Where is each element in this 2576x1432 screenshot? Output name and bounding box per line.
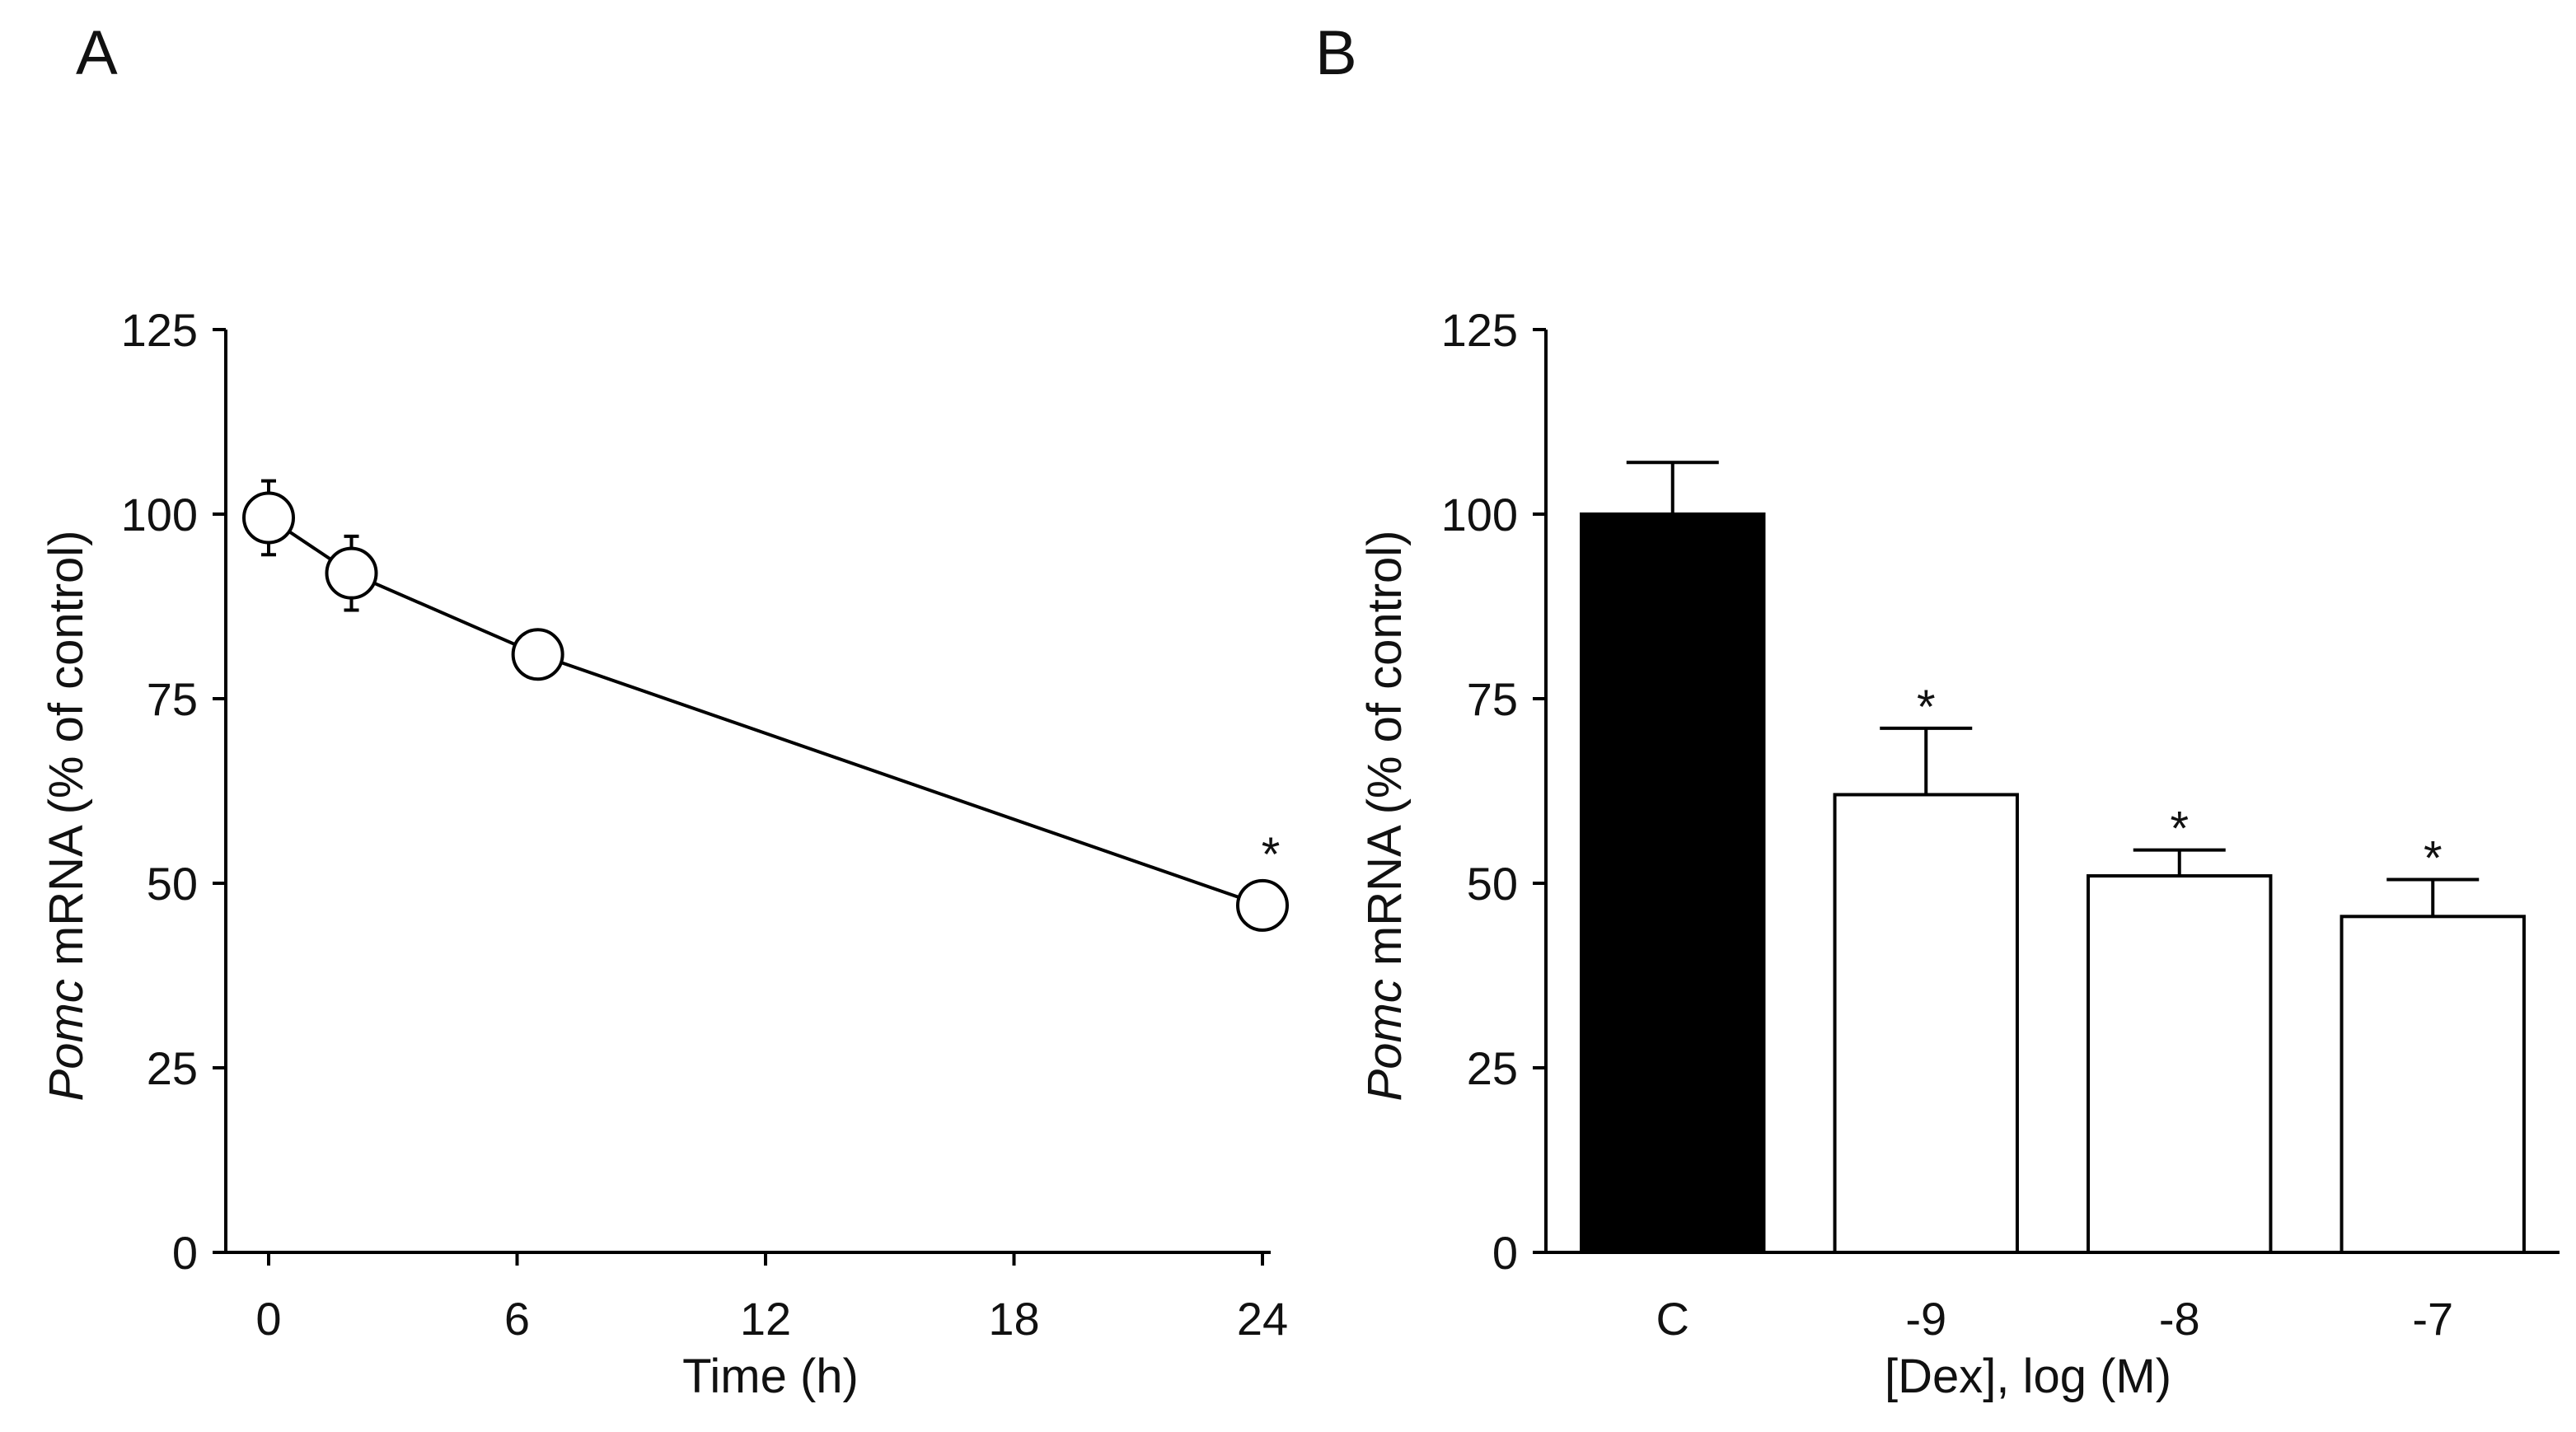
- y-tick-label-a: 100: [121, 489, 198, 541]
- bar-dex: [2339, 915, 2526, 1254]
- y-tick-label-b: 125: [1441, 304, 1518, 356]
- data-point-a: [242, 491, 295, 545]
- y-tick-label-a: 50: [147, 858, 198, 910]
- chart-a-time-course: 0 25 50 75 100 125 0 6 12 18 24 Time (h) Pomc mRNA (…: [40, 304, 1289, 1403]
- x-tick-label-a: 0: [255, 1293, 281, 1345]
- y-tick-label-b: 25: [1467, 1042, 1518, 1094]
- y-axis-title-italic-a: Pomc: [40, 979, 93, 1101]
- y-axis-title-italic-b: Pomc: [1358, 979, 1412, 1101]
- y-tick-label-a: 125: [121, 304, 198, 356]
- panel-a-label: A: [76, 18, 118, 88]
- significance-marker-b: *: [1917, 681, 1936, 734]
- panel-b-label: B: [1315, 18, 1357, 88]
- x-tick-label-a: 18: [988, 1293, 1039, 1345]
- x-tick-label-a: 6: [504, 1293, 530, 1345]
- bar-control: [1580, 512, 1766, 1254]
- chart-b-dex-dose: 0 25 50 75 100 125 [Dex], log (M) Pomc mRNA (% …: [1358, 304, 2560, 1403]
- y-tick-label-a: 0: [172, 1227, 198, 1279]
- y-axis-title-rest-b: mRNA (% of control): [1358, 531, 1412, 980]
- data-point-a: [1236, 878, 1289, 932]
- x-tick-label-b: -9: [1905, 1293, 1946, 1345]
- x-tick-label-a: 12: [740, 1293, 791, 1345]
- x-axis-title-a: Time (h): [682, 1350, 859, 1403]
- data-point-a: [511, 628, 564, 681]
- series-line-a: [267, 516, 1263, 907]
- y-axis-title-rest-a: mRNA (% of control): [40, 531, 93, 980]
- bar-dex: [2087, 874, 2273, 1255]
- y-axis-title-a: Pomc mRNA (% of control): [40, 531, 93, 1102]
- y-axis-title-b: Pomc mRNA (% of control): [1358, 531, 1412, 1102]
- y-tick-label-a: 25: [147, 1042, 198, 1094]
- x-tick-label-a: 24: [1237, 1293, 1288, 1345]
- y-tick-label-b: 75: [1467, 673, 1518, 725]
- y-tick-label-a: 75: [147, 673, 198, 725]
- bar-dex: [1833, 793, 2019, 1254]
- x-axis-title-b: [Dex], log (M): [1885, 1350, 2171, 1403]
- y-tick-label-b: 0: [1492, 1227, 1518, 1279]
- y-tick-label-b: 100: [1441, 489, 1518, 541]
- x-tick-label-b: -7: [2412, 1293, 2453, 1345]
- y-tick-label-b: 50: [1467, 858, 1518, 910]
- significance-marker-b: *: [2424, 832, 2443, 886]
- x-tick-label-b: -8: [2159, 1293, 2200, 1345]
- data-point-a: [325, 546, 378, 600]
- significance-marker-b: *: [2170, 803, 2189, 856]
- x-tick-label-b: C: [1656, 1293, 1689, 1345]
- significance-marker-a: *: [1262, 828, 1281, 882]
